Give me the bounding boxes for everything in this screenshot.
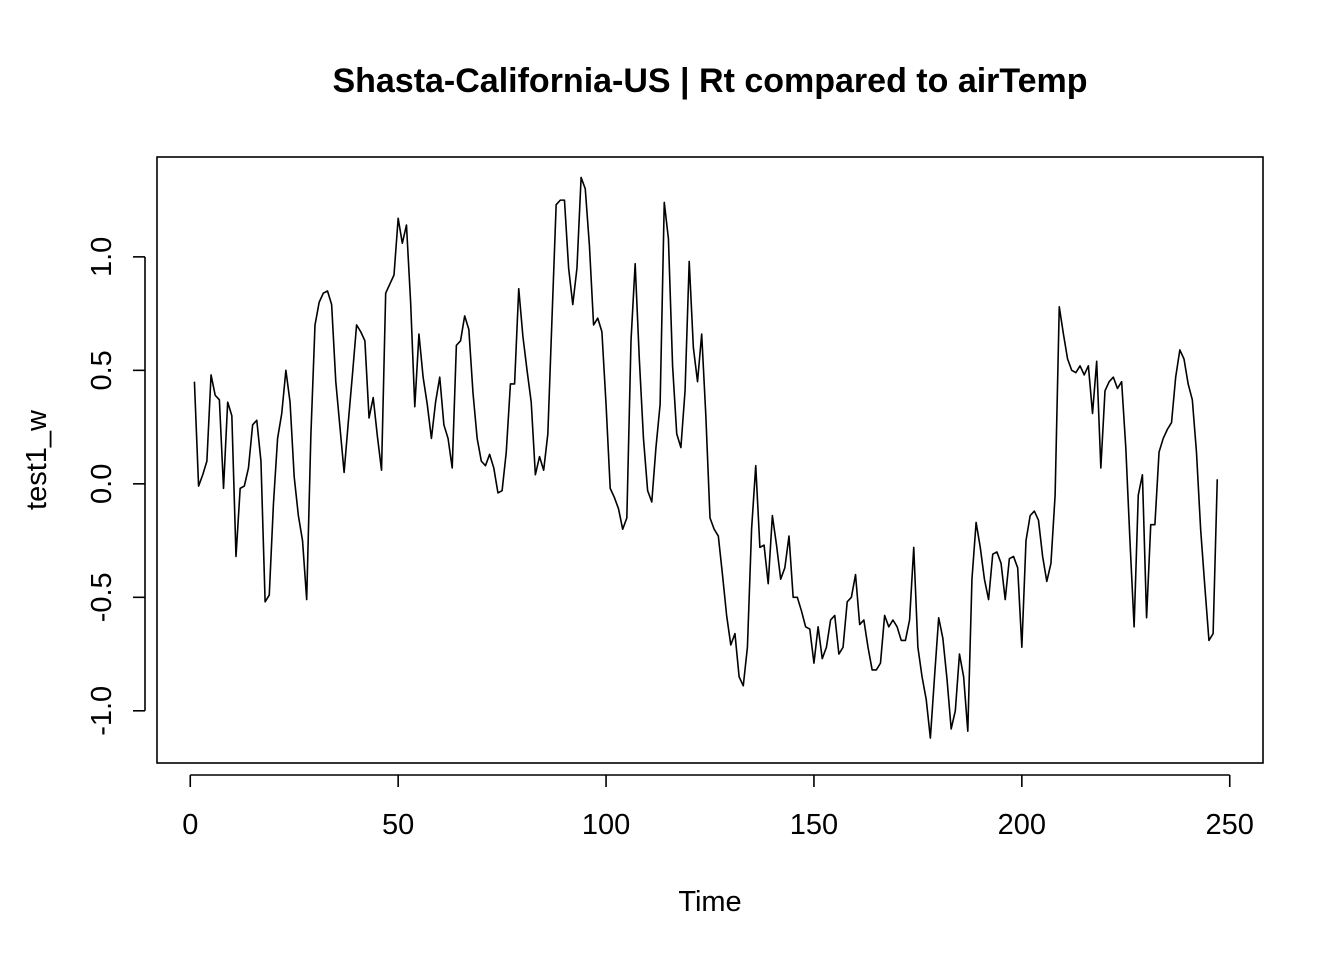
x-tick-label: 0 [182, 809, 198, 841]
y-tick-label: 0.0 [86, 464, 118, 504]
y-tick-label: -0.5 [86, 572, 118, 622]
series-line [193, 176, 1219, 739]
y-tick-label: -1.0 [86, 686, 118, 736]
x-tick-label: 100 [582, 809, 630, 841]
y-tick-label: 0.5 [86, 350, 118, 390]
x-tick-label: 200 [998, 809, 1046, 841]
y-axis-label: test1_w [21, 409, 53, 510]
x-tick-label: 250 [1206, 809, 1254, 841]
x-tick-label: 150 [790, 809, 838, 841]
x-axis-label: Time [678, 886, 741, 918]
x-tick-label: 50 [382, 809, 414, 841]
x-axis: 0 50 100 150 200 250 [182, 774, 1254, 841]
plot-frame [156, 156, 1264, 764]
y-axis: -1.0 -0.5 0.0 0.5 1.0 [86, 237, 146, 736]
series-layer [193, 176, 1219, 739]
y-tick-label: 1.0 [86, 237, 118, 277]
chart-title: Shasta-California-US | Rt compared to ai… [332, 62, 1087, 100]
